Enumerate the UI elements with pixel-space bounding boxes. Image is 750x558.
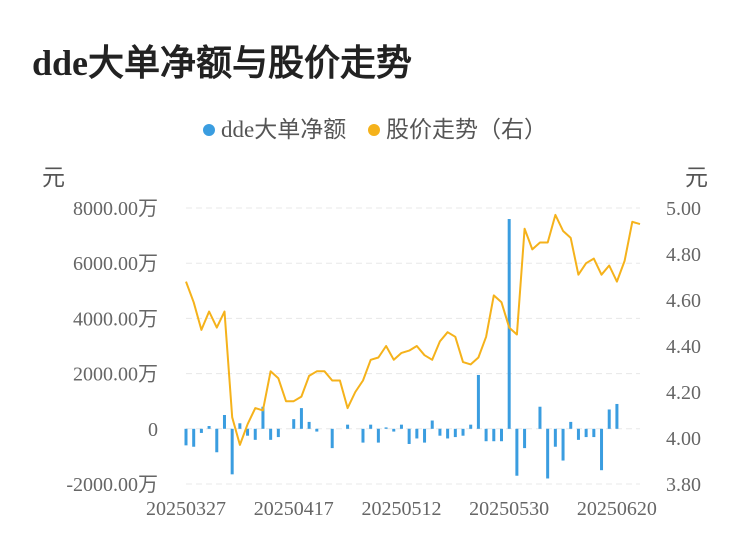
- bar: [553, 428, 557, 447]
- bar: [430, 420, 434, 429]
- bar: [592, 428, 596, 438]
- bar: [615, 403, 619, 429]
- bar: [361, 428, 365, 443]
- bar: [538, 406, 542, 429]
- right-axis-unit: 元: [685, 165, 708, 190]
- right-tick-label: 5.00: [666, 198, 701, 220]
- bar: [184, 428, 188, 446]
- bar: [299, 408, 303, 429]
- bar: [453, 428, 457, 438]
- bar: [230, 428, 234, 475]
- bar: [392, 428, 396, 432]
- right-tick-label: 4.20: [666, 382, 701, 404]
- legend-label-dde: dde大单净额: [221, 117, 347, 142]
- bar: [507, 219, 511, 429]
- bar: [515, 428, 519, 476]
- right-tick-label: 3.80: [666, 474, 701, 496]
- bar: [238, 423, 242, 429]
- chart-title: dde大单净额与股价走势: [32, 43, 413, 83]
- bar: [346, 424, 350, 429]
- bar: [269, 428, 273, 440]
- bar: [292, 419, 296, 429]
- bar: [222, 415, 226, 429]
- left-tick-label: 4000.00万: [73, 308, 158, 330]
- legend-label-price: 股价走势（右）: [385, 117, 547, 142]
- x-tick-label: 20250417: [254, 498, 334, 520]
- bar: [423, 428, 427, 443]
- legend-item-price[interactable]: 股价走势（右）: [367, 110, 547, 144]
- legend: dde大单净额 股价走势（右）: [0, 110, 750, 144]
- x-tick-label: 20250620: [577, 498, 657, 520]
- left-tick-label: 6000.00万: [73, 253, 158, 275]
- left-tick-label: 2000.00万: [73, 364, 158, 386]
- bar: [384, 427, 388, 429]
- right-tick-label: 4.00: [666, 428, 701, 450]
- x-tick-label: 20250530: [469, 498, 549, 520]
- price-line: [185, 213, 641, 446]
- bar: [576, 428, 580, 440]
- bar: [192, 428, 196, 447]
- bar: [376, 428, 380, 443]
- right-tick-label: 4.40: [666, 336, 701, 358]
- bar: [584, 428, 588, 438]
- bar: [446, 428, 450, 439]
- bar: [461, 428, 465, 436]
- bar: [307, 421, 311, 429]
- left-tick-label: -2000.00万: [66, 474, 158, 496]
- bar: [330, 428, 334, 449]
- right-tick-label: 4.80: [666, 244, 701, 266]
- bar: [315, 428, 319, 432]
- bar: [569, 421, 573, 429]
- bar: [369, 424, 373, 429]
- bar: [469, 424, 473, 429]
- left-tick-label: 0: [148, 419, 158, 441]
- x-tick-label: 20250327: [146, 498, 226, 520]
- right-tick-label: 4.60: [666, 290, 701, 312]
- bar: [407, 428, 411, 444]
- legend-dot-price: [367, 123, 380, 136]
- x-tick-label: 20250512: [361, 498, 441, 520]
- bar: [438, 428, 442, 436]
- bar: [546, 428, 550, 479]
- bar: [499, 428, 503, 442]
- bar: [276, 428, 280, 438]
- left-tick-label: 8000.00万: [73, 198, 158, 220]
- bar: [484, 428, 488, 442]
- bar: [253, 428, 257, 440]
- bar: [415, 428, 419, 439]
- bar: [207, 426, 211, 429]
- bar: [476, 374, 480, 429]
- legend-dot-dde: [203, 123, 216, 136]
- bar: [561, 428, 565, 461]
- bar: [399, 424, 403, 429]
- legend-item-dde[interactable]: dde大单净额: [203, 110, 346, 144]
- bar: [199, 428, 203, 433]
- bar: [261, 406, 265, 429]
- bar: [523, 428, 527, 449]
- bar: [607, 409, 611, 429]
- bar: [246, 428, 250, 436]
- bar: [492, 428, 496, 442]
- bar: [215, 428, 219, 453]
- left-axis-unit: 元: [42, 165, 65, 190]
- bar: [600, 428, 604, 471]
